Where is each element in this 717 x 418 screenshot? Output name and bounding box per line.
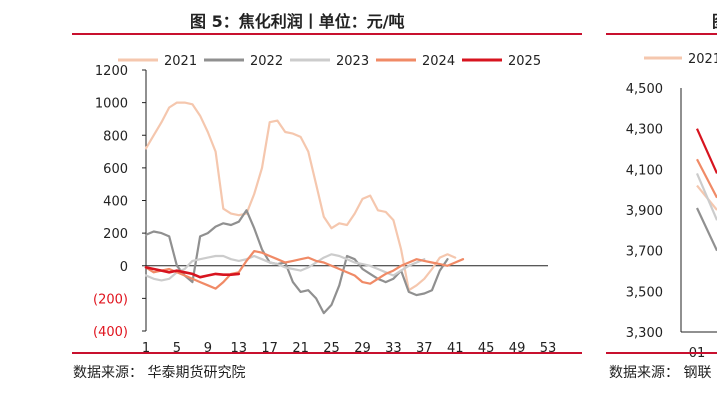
right-title-rule [606, 33, 717, 35]
y-tick-label: 1200 [95, 64, 128, 79]
right-price-chart: 20214,5004,3004,1003,9003,7003,5003,3000… [626, 52, 717, 360]
right-y-tick-label: 4,500 [626, 82, 663, 97]
right-y-tick-label: 3,500 [626, 285, 663, 300]
right-source-rule [606, 352, 717, 354]
right-series-line-2022 [696, 207, 717, 252]
y-tick-label: (400) [93, 325, 128, 340]
legend-label-2023: 2023 [336, 54, 369, 69]
y-tick-label: 600 [103, 162, 128, 177]
legend-label-2025: 2025 [508, 54, 541, 69]
chart-title: 图 5：焦化利润丨单位：元/吨 [190, 12, 405, 31]
y-tick-label: 0 [120, 260, 128, 275]
x-tick-label: 9 [204, 341, 212, 356]
right-legend-label-2021: 2021 [688, 52, 717, 67]
series-line-2024 [144, 250, 465, 290]
series-line-2021 [144, 101, 457, 292]
title-rule [72, 33, 582, 35]
legend-label-2022: 2022 [250, 54, 283, 69]
y-tick-label: 400 [103, 195, 128, 210]
x-tick-label: 1 [142, 341, 150, 356]
right-y-tick-label: 3,700 [626, 245, 663, 260]
right-series-line-2024 [696, 158, 717, 199]
right-source-note: 数据来源： 钢联 [609, 365, 712, 381]
right-y-tick-label: 3,900 [626, 204, 663, 219]
source-note: 数据来源： 华泰期货研究院 [73, 365, 246, 381]
x-tick-label: 5 [173, 341, 181, 356]
y-tick-label: 200 [103, 227, 128, 242]
right-y-tick-label: 3,300 [626, 326, 663, 341]
series-line-2025 [144, 266, 241, 279]
right-y-tick-label: 4,100 [626, 163, 663, 178]
source-rule [72, 352, 582, 354]
legend-label-2024: 2024 [422, 54, 455, 69]
right-y-tick-label: 4,300 [626, 123, 663, 138]
y-tick-label: 1000 [95, 97, 128, 112]
coking-profit-chart: 2021 2022 2023 2024 2025 1200 1000 800 600 400 200… [93, 54, 556, 356]
right-chart-title: 图 [712, 8, 717, 32]
legend-label-2021: 2021 [164, 54, 197, 69]
series-line-2023 [144, 253, 426, 282]
y-tick-label: 800 [103, 129, 128, 144]
right-series-line-2025 [695, 128, 717, 174]
y-tick-label: (200) [93, 292, 128, 307]
right-series-line-2023 [695, 172, 717, 221]
